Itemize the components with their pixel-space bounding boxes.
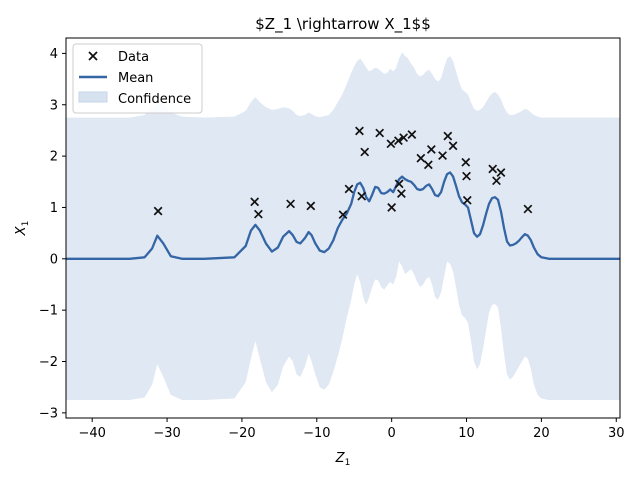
data-point [492,176,501,186]
data-point [443,131,453,141]
x-tick-label: −20 [228,426,255,441]
data-point [375,128,385,138]
y-axis-label: X1 [14,221,31,237]
y-axis-label-main: X [14,225,29,236]
x-axis-label: Z1 [335,451,351,468]
x-tick-label: 10 [458,426,475,441]
data-point [286,199,295,209]
y-tick-label: 0 [50,252,58,267]
x-axis-label-subscript: 1 [345,458,351,468]
y-tick-label: 4 [50,47,58,62]
data-point [153,206,163,216]
x-tick-label: 30 [608,426,625,441]
x-axis-label-main: Z [335,451,346,466]
plot-frame [65,37,621,419]
data-point [438,151,447,160]
legend-swatch-confidence [78,91,108,103]
data-point [416,153,426,163]
data-point [523,204,533,214]
data-point [355,126,364,136]
y-tick-label: −2 [39,355,58,370]
data-point [306,201,316,211]
data-point [393,136,403,146]
y-axis-ticks: −3 −2 −1 0 1 2 3 4 [39,47,66,421]
data-point [360,147,370,157]
y-tick-label: −1 [39,304,58,319]
data-point [394,179,404,189]
data-point [357,191,367,201]
mean-line-layer [66,171,620,260]
data-point [448,141,458,151]
data-point [407,130,417,139]
legend-label-confidence: Confidence [118,92,191,107]
x-axis-ticks: −40 −30 −20 −10 0 10 20 30 [78,418,625,441]
data-point [250,197,260,207]
y-tick-label: 1 [50,201,58,216]
data-point [387,203,397,212]
data-point [462,195,472,205]
data-point [461,157,471,167]
legend-label-mean: Mean [118,71,153,86]
y-tick-label: −3 [39,406,58,421]
data-point [488,164,498,174]
data-point [399,133,409,143]
x-tick-label: −10 [303,426,330,441]
chart-title: $Z_1 \rightarrow X_1$$ [255,15,430,34]
data-point [386,139,396,149]
data-point [496,168,506,177]
data-point [396,189,406,198]
data-point [254,209,263,219]
x-tick-label: 20 [533,426,550,441]
mean-line [66,171,620,260]
data-points-layer [153,126,533,220]
legend-label-data: Data [118,50,149,65]
y-tick-label: 3 [50,98,58,113]
confidence-band-layer [66,52,620,401]
y-tick-label: 2 [50,150,58,165]
data-point [462,171,471,181]
y-axis-label-subscript: 1 [21,221,31,227]
data-point [338,210,348,220]
data-point [423,160,433,170]
data-point [426,145,436,154]
data-point [344,184,354,194]
x-tick-label: −40 [78,426,105,441]
legend-marker-data [88,51,98,61]
legend: Data Mean Confidence [72,43,203,114]
x-tick-label: −30 [153,426,180,441]
x-tick-label: 0 [388,426,396,441]
confidence-band [66,52,620,401]
